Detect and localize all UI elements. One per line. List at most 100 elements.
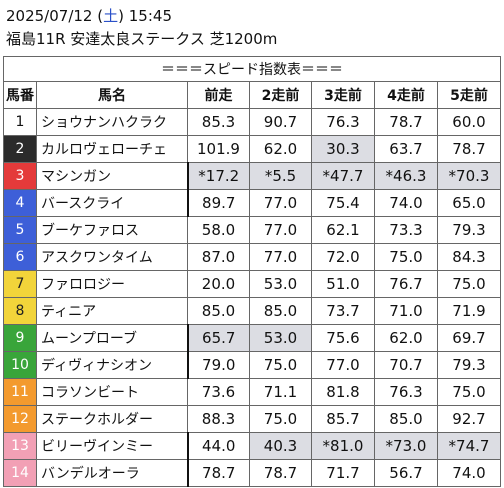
horse-name: ショウナンハクラク [36,108,188,136]
speed-index-cell: 87.0 [187,243,250,271]
speed-index-cell: *70.3 [436,162,502,190]
horse-name: マシンガン [36,162,189,190]
speed-index-cell: 85.0 [249,297,312,325]
horse-number: 5 [3,216,37,244]
speed-index-cell: 78.7 [249,459,312,487]
col-header-no: 馬番 [3,81,37,109]
speed-index-cell: 75.0 [249,405,312,433]
horse-name: ムーンプローブ [36,324,189,352]
speed-index-cell: 75.0 [436,378,502,406]
speed-index-cell: 77.0 [249,243,312,271]
speed-index-cell: *46.3 [374,162,438,190]
weekday-open: ( [97,7,104,25]
speed-index-table: ＝＝＝スピード指数表＝＝＝ 馬番 馬名 前走 2走前 3走前 4走前 5走前 1… [2,56,502,487]
table-row: 7 ファロロジー 20.0 53.0 51.0 76.7 75.0 [3,270,502,298]
speed-index-cell: 71.1 [249,378,312,406]
table-row: 1 ショウナンハクラク 85.3 90.7 76.3 78.7 60.0 [3,108,502,136]
horse-number: 3 [3,162,37,190]
horse-name: ティニア [36,297,188,325]
speed-index-cell: 81.8 [311,378,375,406]
table-row: 10 ディヴィナシオン 79.0 75.0 77.0 70.7 79.3 [3,351,502,379]
horse-number: 11 [3,378,37,406]
table-row: 11 コラソンビート 73.6 71.1 81.8 76.3 75.0 [3,378,502,406]
col-header-name: 馬名 [36,81,188,109]
horse-name: ブーケファロス [36,216,188,244]
speed-index-cell: 44.0 [187,432,250,460]
race-weekday: 土 [103,7,119,25]
speed-index-cell: *81.0 [311,432,375,460]
table-row: 2 カルロヴェローチェ 101.9 62.0 30.3 63.7 78.7 [3,135,502,163]
speed-index-cell: 65.7 [187,324,250,352]
speed-index-cell: 79.3 [436,351,502,379]
speed-index-cell: 76.3 [374,378,438,406]
speed-index-cell: 63.7 [374,135,438,163]
col-header-last2: 2走前 [249,81,312,109]
horse-name: バースクライ [36,189,189,217]
speed-index-cell: 79.3 [436,216,502,244]
table-row: 3 マシンガン *17.2 *5.5 *47.7 *46.3 *70.3 [3,162,502,190]
horse-name: ステークホルダー [36,405,188,433]
speed-index-cell: 77.0 [311,351,375,379]
race-time: 15:45 [128,7,172,25]
speed-index-cell: 75.0 [436,270,502,298]
table-row: 4 バースクライ 89.7 77.0 75.4 74.0 65.0 [3,189,502,217]
col-header-last4: 4走前 [374,81,438,109]
speed-index-cell: 73.3 [374,216,438,244]
horse-name: アスクワンタイム [36,243,188,271]
speed-index-cell: *74.7 [436,432,502,460]
table-row: 6 アスクワンタイム 87.0 77.0 72.0 75.0 84.3 [3,243,502,271]
race-date: 2025/07/12 [6,7,93,25]
speed-index-cell: 88.3 [187,405,250,433]
table-row: 12 ステークホルダー 88.3 75.0 85.7 85.0 92.7 [3,405,502,433]
horse-number: 12 [3,405,37,433]
race-info: 福島11R 安達太良ステークス 芝1200m [6,30,278,48]
speed-index-cell: 71.7 [311,459,375,487]
speed-index-cell: 20.0 [187,270,250,298]
speed-index-cell: 78.7 [187,459,250,487]
race-datetime: 2025/07/12 (土) 15:45 [6,6,172,26]
speed-index-cell: 75.0 [374,243,438,271]
speed-index-cell: 53.0 [249,324,312,352]
speed-index-cell: 60.0 [436,108,502,136]
speed-index-cell: 69.7 [436,324,502,352]
speed-index-cell: 74.0 [436,459,502,487]
speed-index-cell: 73.6 [187,378,250,406]
speed-index-cell: 62.1 [311,216,375,244]
speed-index-cell: 75.0 [249,351,312,379]
speed-index-cell: 73.7 [311,297,375,325]
weekday-close: ) [118,7,124,25]
speed-index-cell: 75.4 [311,189,375,217]
speed-index-cell: 71.0 [374,297,438,325]
col-header-last1: 前走 [187,81,250,109]
horse-number: 1 [3,108,37,136]
speed-index-cell: 77.0 [249,189,312,217]
horse-number: 6 [3,243,37,271]
table-row: 5 ブーケファロス 58.0 77.0 62.1 73.3 79.3 [3,216,502,244]
speed-index-cell: 62.0 [249,135,312,163]
speed-index-cell: *73.0 [374,432,438,460]
speed-index-cell: *17.2 [187,162,250,190]
speed-index-cell: 101.9 [187,135,250,163]
horse-name: ディヴィナシオン [36,351,189,379]
speed-index-cell: 56.7 [374,459,438,487]
speed-index-cell: 71.9 [436,297,502,325]
horse-number: 9 [3,324,37,352]
horse-number: 14 [3,459,37,487]
speed-index-cell: 76.7 [374,270,438,298]
table-title-row: ＝＝＝スピード指数表＝＝＝ [2,56,502,82]
speed-index-cell: 53.0 [249,270,312,298]
table-row: 14 バンデルオーラ 78.7 78.7 71.7 56.7 74.0 [3,459,502,487]
speed-index-cell: 51.0 [311,270,375,298]
speed-index-cell: 62.0 [374,324,438,352]
col-header-last3: 3走前 [311,81,375,109]
speed-index-cell: 58.0 [187,216,250,244]
speed-index-cell: 85.0 [374,405,438,433]
horse-name: ファロロジー [36,270,188,298]
table-header-row: 馬番 馬名 前走 2走前 3走前 4走前 5走前 [3,81,502,109]
horse-number: 10 [3,351,37,379]
table-row: 13 ビリーヴインミー 44.0 40.3 *81.0 *73.0 *74.7 [3,432,502,460]
speed-index-cell: 92.7 [436,405,502,433]
speed-index-cell: 84.3 [436,243,502,271]
horse-name: ビリーヴインミー [36,432,189,460]
horse-name: バンデルオーラ [36,459,189,487]
